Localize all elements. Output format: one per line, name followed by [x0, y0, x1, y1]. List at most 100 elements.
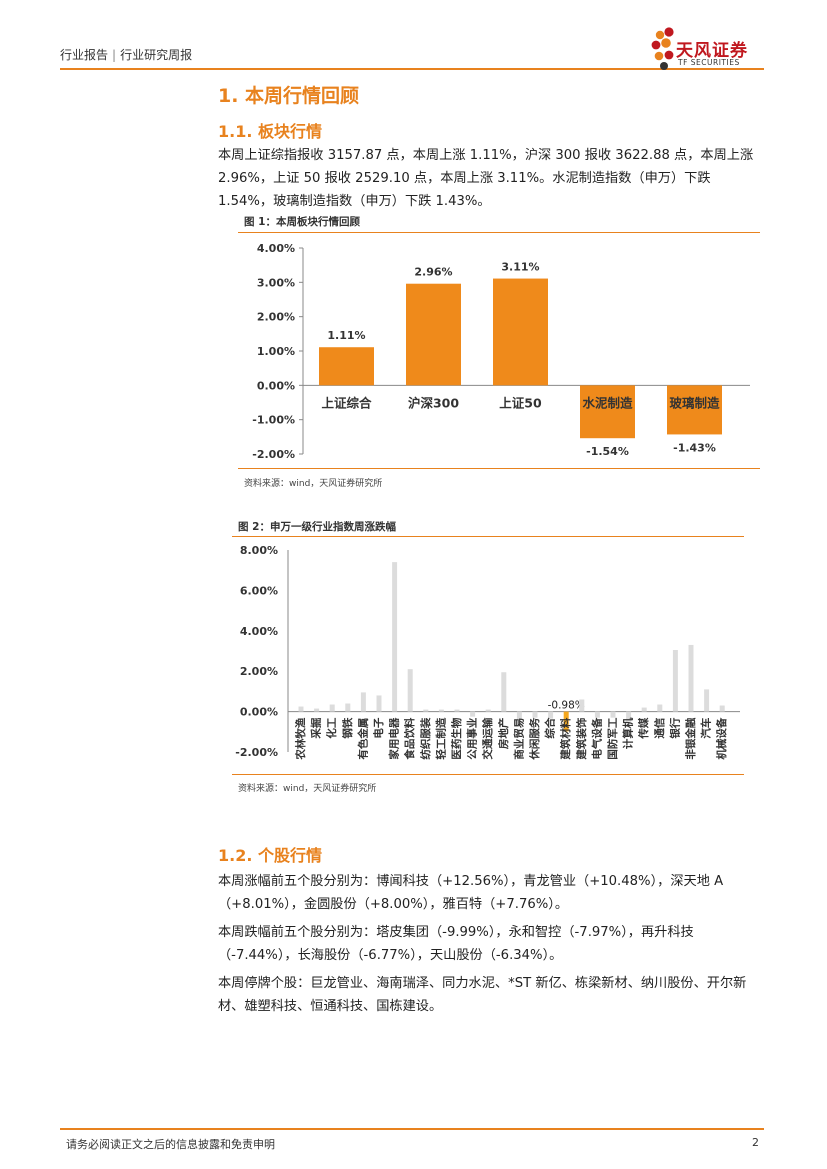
bar — [392, 562, 398, 712]
figure1-top-rule — [238, 232, 760, 233]
bar — [438, 709, 444, 712]
top-losers-paragraph: 本周跌幅前五个股分别为：塔皮集团（-9.99%），永和智控（-7.97%），再升… — [218, 925, 694, 963]
data-label: -1.43% — [673, 441, 716, 454]
bar — [493, 278, 548, 386]
bar — [610, 711, 616, 718]
bar — [298, 706, 304, 712]
y-tick-label: -1.00% — [252, 414, 295, 427]
page-number: 2 — [752, 1136, 759, 1149]
x-category-label: 电气设备 — [590, 717, 603, 759]
x-category-label: 水泥制造 — [582, 395, 633, 410]
x-category-label: 采掘 — [310, 718, 323, 740]
figure1-title: 图 1：本周板块行情回顾 — [244, 216, 360, 228]
section-title: 1. 本周行情回顾 — [218, 85, 360, 107]
bar — [626, 711, 632, 722]
x-category-label: 玻璃制造 — [669, 395, 720, 410]
figure1-bottom-rule — [238, 468, 760, 469]
x-category-label: 非银金融 — [684, 717, 697, 759]
highlight-data-label: -0.98% — [548, 700, 585, 712]
logo-name-en: TF SECURITIES — [678, 58, 740, 67]
logo-petal-icon — [651, 40, 661, 50]
x-category-label: 机械设备 — [715, 717, 728, 759]
y-tick-label: -2.00% — [252, 448, 295, 461]
x-category-label: 上证50 — [499, 395, 542, 410]
y-tick-label: 2.00% — [240, 665, 278, 678]
y-tick-label: 8.00% — [240, 544, 278, 557]
y-tick-label: 2.00% — [257, 311, 295, 324]
logo-name-cn: 天风证券 — [676, 41, 748, 61]
y-tick-label: 3.00% — [257, 276, 295, 289]
bar — [532, 711, 538, 718]
x-category-label: 家用电器 — [388, 717, 401, 759]
figure1-source: 资料来源：wind，天风证券研究所 — [244, 479, 383, 489]
logo-petal-icon — [661, 38, 671, 48]
bar — [641, 707, 647, 712]
breadcrumb-report-name: 行业研究周报 — [120, 48, 193, 62]
y-tick-label: -2.00% — [235, 746, 278, 759]
y-tick-label: 0.00% — [257, 379, 295, 392]
subsection-title-sector: 1.1. 板块行情 — [218, 122, 322, 141]
breadcrumb-separator: | — [112, 48, 117, 62]
bar — [667, 385, 722, 435]
figure2-source: 资料来源：wind，天风证券研究所 — [238, 784, 377, 794]
x-category-label: 通信 — [653, 717, 666, 738]
x-category-label: 钢铁 — [341, 717, 354, 738]
bar — [580, 385, 635, 439]
company-logo — [651, 27, 674, 70]
logo-petal-icon — [655, 30, 665, 40]
data-label: 3.11% — [501, 261, 539, 274]
y-tick-label: 1.00% — [257, 345, 295, 358]
logo-petal-icon — [660, 62, 668, 70]
bar — [672, 649, 678, 712]
breadcrumb-report-type: 行业报告 — [60, 48, 109, 62]
x-category-label: 休闲服务 — [528, 717, 541, 760]
bar — [657, 704, 663, 712]
data-label: 1.11% — [327, 329, 365, 342]
bar — [563, 711, 569, 732]
x-category-label: 纺织服装 — [419, 717, 432, 759]
x-category-label: 有色金属 — [356, 718, 369, 760]
bar — [423, 709, 429, 712]
data-label: -1.54% — [586, 445, 629, 458]
bar — [516, 711, 522, 720]
footer-rule — [60, 1128, 764, 1130]
header-breadcrumb: 行业报告 | 行业研究周报 — [60, 46, 192, 63]
x-category-label: 食品饮料 — [403, 717, 416, 760]
x-category-label: 综合 — [544, 717, 557, 738]
x-category-label: 商业贸易 — [512, 718, 525, 760]
footer-disclaimer: 请务必阅读正文之后的信息披露和免责申明 — [66, 1138, 275, 1151]
y-tick-label: 4.00% — [257, 242, 295, 255]
subsection-title-stocks: 1.2. 个股行情 — [218, 846, 322, 865]
x-category-label: 国防军工 — [606, 717, 619, 759]
logo-petal-icon — [664, 50, 674, 60]
x-category-label: 建筑材料 — [559, 717, 572, 760]
figure2-chart: 8.00% 6.00% 4.00% 2.00% 0.00% -2.00% 农林牧渔 采掘 化工钢… — [235, 544, 740, 761]
x-category-label: 轻工制造 — [434, 717, 447, 759]
x-category-label: 化工 — [325, 717, 338, 738]
bar — [470, 711, 476, 717]
y-tick-label: 6.00% — [240, 584, 278, 597]
bar — [501, 672, 507, 712]
x-category-label: 沪深300 — [408, 395, 459, 410]
figure2-title: 图 2：申万一级行业指数周涨跌幅 — [238, 521, 396, 533]
bar — [407, 669, 413, 712]
header-rule — [60, 68, 764, 70]
x-category-label: 上证综合 — [321, 395, 372, 410]
x-category-label: 银行 — [668, 717, 681, 738]
x-category-label: 计算机 — [622, 717, 635, 749]
figure2-top-rule — [232, 536, 744, 537]
x-category-label: 交通运输 — [481, 717, 494, 759]
bar — [329, 704, 335, 712]
bar — [454, 709, 460, 712]
bar — [406, 283, 461, 386]
y-tick-label: 4.00% — [240, 625, 278, 638]
bar — [319, 347, 374, 386]
bar — [594, 711, 600, 718]
bar — [485, 709, 491, 712]
bar — [376, 695, 382, 712]
top-gainers-paragraph: 本周涨幅前五个股分别为：博闻科技（+12.56%），青龙管业（+10.48%），… — [218, 874, 724, 912]
x-category-label: 汽车 — [700, 717, 713, 738]
x-category-label: 房地产 — [497, 718, 510, 750]
figure2-bottom-rule — [232, 774, 744, 775]
logo-petal-icon — [654, 51, 664, 61]
